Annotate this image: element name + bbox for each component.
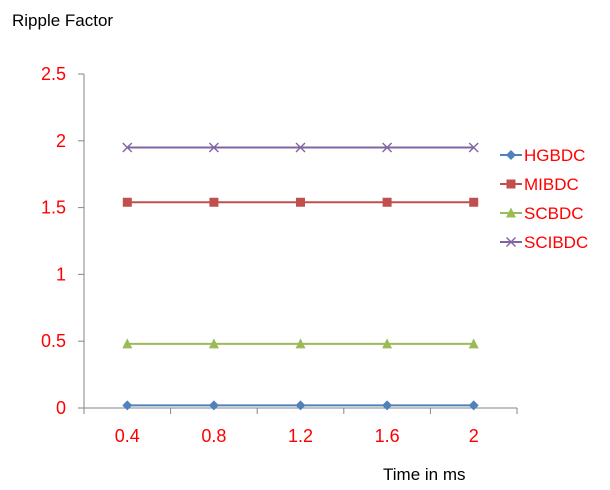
data-point-scibdc [382, 142, 393, 153]
legend-marker-scibdc [506, 237, 516, 247]
legend-item-scbdc: SCBDC [500, 204, 584, 223]
legend-label-scbdc: SCBDC [524, 204, 584, 223]
data-point-scbdc [468, 338, 479, 349]
legend-label-mibdc: MIBDC [524, 175, 579, 194]
legend-item-hgbdc: HGBDC [500, 146, 585, 165]
y-tick-label: 0.5 [41, 331, 66, 351]
legend-label-scibdc: SCIBDC [524, 233, 588, 252]
chart-title: Ripple Factor [12, 11, 113, 30]
data-point-scbdc [295, 338, 306, 349]
data-point-mibdc [209, 197, 219, 207]
data-point-scibdc [468, 142, 479, 153]
y-tick-label: 1 [56, 264, 66, 284]
legend-item-scibdc: SCIBDC [500, 233, 588, 252]
data-point-hgbdc [468, 400, 479, 411]
legend: HGBDC MIBDC SCBDC SCIBDC [500, 146, 588, 252]
legend-marker-scbdc [506, 207, 516, 218]
data-point-mibdc [382, 197, 392, 207]
legend-item-mibdc: MIBDC [500, 175, 579, 194]
data-point-mibdc [296, 197, 305, 207]
y-tick-label: 1.5 [41, 198, 66, 218]
data-point-hgbdc [122, 400, 133, 411]
x-tick-label: 2 [469, 426, 479, 446]
x-tick-label: 0.4 [115, 426, 140, 446]
series-mibdc [122, 197, 479, 207]
data-point-scbdc [122, 338, 133, 349]
data-point-hgbdc [295, 400, 306, 411]
x-axis-label: Time in ms [383, 465, 466, 484]
series-hgbdc [122, 400, 479, 411]
legend-label-hgbdc: HGBDC [524, 146, 585, 165]
y-tick-label: 2.5 [41, 64, 66, 84]
data-point-hgbdc [382, 400, 393, 411]
y-tick-label: 0 [56, 398, 66, 418]
series-scbdc [122, 338, 479, 349]
data-point-scibdc [208, 142, 219, 153]
legend-marker-mibdc [506, 179, 516, 189]
data-point-scibdc [122, 142, 133, 153]
x-tick-label: 1.2 [288, 426, 313, 446]
data-point-scibdc [295, 142, 306, 153]
plot-area [122, 142, 479, 411]
x-tick-label: 0.8 [201, 426, 226, 446]
axes [83, 74, 517, 409]
data-point-scbdc [208, 338, 219, 349]
data-point-hgbdc [208, 400, 219, 411]
x-axis-ticks: 0.4 0.8 1.2 1.6 2 [83, 408, 518, 446]
y-tick-label: 2 [56, 131, 66, 151]
legend-marker-hgbdc [506, 150, 516, 160]
series-scibdc [122, 142, 479, 153]
data-point-mibdc [469, 197, 479, 207]
data-point-mibdc [122, 197, 132, 207]
y-axis-ticks: 0 0.5 1 1.5 2 2.5 [41, 64, 84, 418]
x-tick-label: 1.6 [375, 426, 400, 446]
data-point-scbdc [382, 338, 393, 349]
